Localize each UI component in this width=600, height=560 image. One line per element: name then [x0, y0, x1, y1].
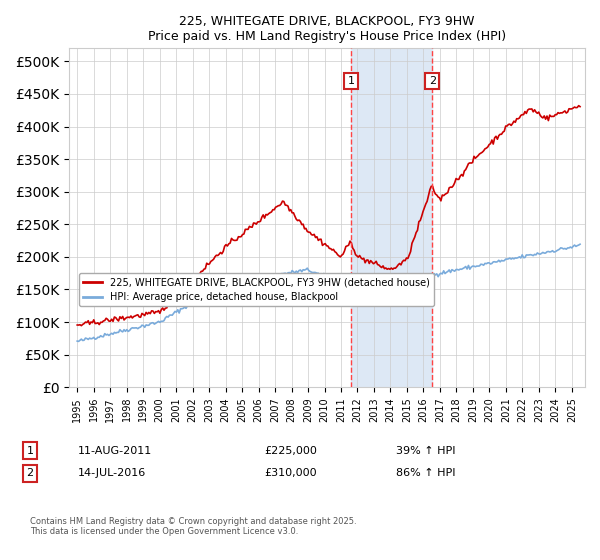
Text: 1: 1 — [347, 76, 355, 86]
Bar — [351, 48, 433, 387]
Title: 225, WHITEGATE DRIVE, BLACKPOOL, FY3 9HW
Price paid vs. HM Land Registry's House: 225, WHITEGATE DRIVE, BLACKPOOL, FY3 9HW… — [148, 15, 506, 43]
Text: 2: 2 — [429, 76, 436, 86]
Text: 14-JUL-2016: 14-JUL-2016 — [78, 468, 146, 478]
Legend: 225, WHITEGATE DRIVE, BLACKPOOL, FY3 9HW (detached house), HPI: Average price, d: 225, WHITEGATE DRIVE, BLACKPOOL, FY3 9HW… — [79, 273, 434, 306]
Text: 39% ↑ HPI: 39% ↑ HPI — [396, 446, 455, 456]
Text: £310,000: £310,000 — [264, 468, 317, 478]
Text: 1: 1 — [26, 446, 34, 456]
Text: 11-AUG-2011: 11-AUG-2011 — [78, 446, 152, 456]
Text: 2: 2 — [26, 468, 34, 478]
Text: Contains HM Land Registry data © Crown copyright and database right 2025.
This d: Contains HM Land Registry data © Crown c… — [30, 517, 356, 536]
Text: £225,000: £225,000 — [264, 446, 317, 456]
Text: 86% ↑ HPI: 86% ↑ HPI — [396, 468, 455, 478]
